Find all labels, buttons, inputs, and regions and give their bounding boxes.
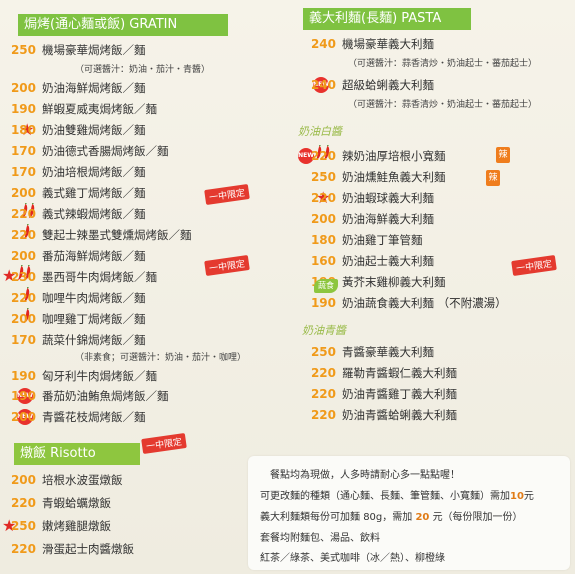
chili-icon bbox=[23, 308, 30, 324]
gratin-item: 230 墨西哥牛肉焗烤飯／麵 bbox=[10, 270, 157, 284]
chili-icon bbox=[323, 145, 330, 161]
new-badge: NEW bbox=[17, 409, 33, 425]
pasta-header: 義大利麵(長麵) PASTA bbox=[303, 8, 471, 30]
gratin-item: 170 奶油德式香腸焗烤飯／麵 bbox=[10, 144, 169, 158]
pasta-item: 250 奶油燻鮭魚義大利麵 bbox=[310, 170, 446, 184]
gratin-item: 170 奶油培根焗烤飯／麵 bbox=[10, 165, 146, 179]
limited-tag: 一中限定 bbox=[204, 184, 250, 205]
spicy-tag: 辣 bbox=[486, 170, 500, 186]
white-sauce-subheading: 奶油白醬 bbox=[298, 125, 342, 138]
risotto-header: 燉飯 Risotto bbox=[14, 443, 140, 465]
gratin-veg-note: （非素食；可選醬汁：奶油・茄汁・咖哩） bbox=[75, 353, 247, 363]
gratin-item: 190 鮮蝦夏威夷焗烤飯／麵 bbox=[10, 102, 157, 116]
pesto-subheading: 奶油青醬 bbox=[302, 324, 346, 337]
gratin-item: 180 奶油雙雞焗烤飯／麵 bbox=[10, 123, 146, 137]
limited-tag: 一中限定 bbox=[204, 255, 250, 276]
new-badge: NEW bbox=[298, 148, 314, 164]
gratin-item: 200 番茄海鮮焗烤飯／麵 bbox=[10, 249, 146, 263]
pasta-item: 220 奶油蝦球義大利麵 bbox=[310, 191, 434, 205]
pasta-sauce-note: （可選醬汁：蒜香清炒・奶油起士・蕃茄起士） bbox=[348, 59, 538, 69]
chili-icon bbox=[28, 203, 35, 219]
pasta-item: 250 青醬豪華義大利麵 bbox=[310, 345, 434, 359]
pasta-item: 190 奶油蔬食義大利麵 （不附濃湯） bbox=[310, 296, 507, 310]
gratin-sauce-note: （可選醬汁：奶油・茄汁・青醬） bbox=[75, 65, 211, 75]
risotto-item: 220 滑蛋起士肉醬燉飯 bbox=[10, 542, 134, 556]
gratin-header: 焗烤(通心麵或飯) GRATIN bbox=[18, 14, 228, 36]
pasta-item: 220 奶油青醬雞丁義大利麵 bbox=[310, 387, 457, 401]
pasta-sauce-note: （可選醬汁：蒜香清炒・奶油起士・蕃茄起士） bbox=[348, 100, 538, 110]
gratin-item: 200 奶油海鮮焗烤飯／麵 bbox=[10, 81, 146, 95]
spicy-tag: 辣 bbox=[496, 147, 510, 163]
chili-icon bbox=[21, 203, 28, 219]
limited-tag: 一中限定 bbox=[141, 433, 187, 454]
info-line: 可更改麵的種類（通心麵、長麵、筆管麵、小寬麵）需加10元 bbox=[260, 491, 534, 502]
risotto-item: 220 青蝦蛤蠣燉飯 bbox=[10, 496, 111, 510]
star-icon: ★ bbox=[2, 266, 17, 285]
chili-icon bbox=[23, 224, 30, 240]
chili-icon bbox=[315, 145, 322, 161]
gratin-item: 250 機場豪華焗烤飯／麵 bbox=[10, 43, 146, 57]
star-icon: ★ bbox=[316, 188, 331, 207]
pasta-item: 200 奶油海鮮義大利麵 bbox=[310, 212, 434, 226]
info-line: 紅茶／綠茶、美式咖啡（冰／熱）、柳橙綠 bbox=[260, 553, 445, 564]
gratin-item: 220 義式辣蝦焗烤飯／麵 bbox=[10, 207, 146, 221]
chili-icon bbox=[24, 265, 31, 281]
gratin-item: 200 咖哩雞丁焗烤飯／麵 bbox=[10, 312, 146, 326]
info-line: 義大利麵類每份可加麵 80g，需加 20 元（每份限加一份） bbox=[260, 512, 523, 523]
pasta-item: 220 辣奶油厚培根小寬麵 bbox=[310, 149, 446, 163]
chili-icon bbox=[17, 265, 24, 281]
pasta-item: 220 羅勒青醬蝦仁義大利麵 bbox=[310, 366, 457, 380]
limited-tag: 一中限定 bbox=[511, 255, 557, 276]
gratin-item: 200 義式雞丁焗烤飯／麵 bbox=[10, 186, 146, 200]
new-badge: NEW bbox=[313, 77, 329, 93]
gratin-item: 220 咖哩牛肉焗烤飯／麵 bbox=[10, 291, 146, 305]
star-icon: ★ bbox=[20, 120, 35, 139]
pasta-item: 160 奶油起士義大利麵 bbox=[310, 254, 434, 268]
info-line: 餐點均為現做，人多時請耐心多一點點喔！ bbox=[270, 470, 460, 481]
gratin-item: 220 雙起士辣墨式雙燻焗烤飯／麵 bbox=[10, 228, 192, 242]
info-line: 套餐均附麵包、湯品、飲料 bbox=[260, 533, 380, 544]
star-icon: ★ bbox=[2, 516, 17, 535]
new-badge: NEW bbox=[17, 388, 33, 404]
risotto-item: 250 嫩烤雞腿燉飯 bbox=[10, 519, 111, 533]
gratin-item: 190 匈牙利牛肉焗烤飯／麵 bbox=[10, 369, 157, 383]
info-box: 餐點均為現做，人多時請耐心多一點點喔！ 可更改麵的種類（通心麵、長麵、筆管麵、小… bbox=[248, 456, 570, 570]
gratin-item: 200 青醬花枝焗烤飯／麵 bbox=[10, 410, 146, 424]
veg-leaf-icon: 蔬食 bbox=[314, 279, 338, 293]
gratin-item: 190 番茄奶油鮪魚焗烤飯／麵 bbox=[10, 389, 169, 403]
pasta-item: 220 奶油青醬蛤蜊義大利麵 bbox=[310, 408, 457, 422]
gratin-item: 170 蔬菜什錦焗烤飯／麵 bbox=[10, 333, 146, 347]
risotto-item: 200 培根水波蛋燉飯 bbox=[10, 473, 123, 487]
chili-icon bbox=[23, 287, 30, 303]
pasta-item: 240 超級蛤蜊義大利麵 bbox=[310, 78, 434, 92]
pasta-item: 180 奶油雞丁筆管麵 bbox=[310, 233, 423, 247]
pasta-item: 240 機場豪華義大利麵 bbox=[310, 37, 434, 51]
